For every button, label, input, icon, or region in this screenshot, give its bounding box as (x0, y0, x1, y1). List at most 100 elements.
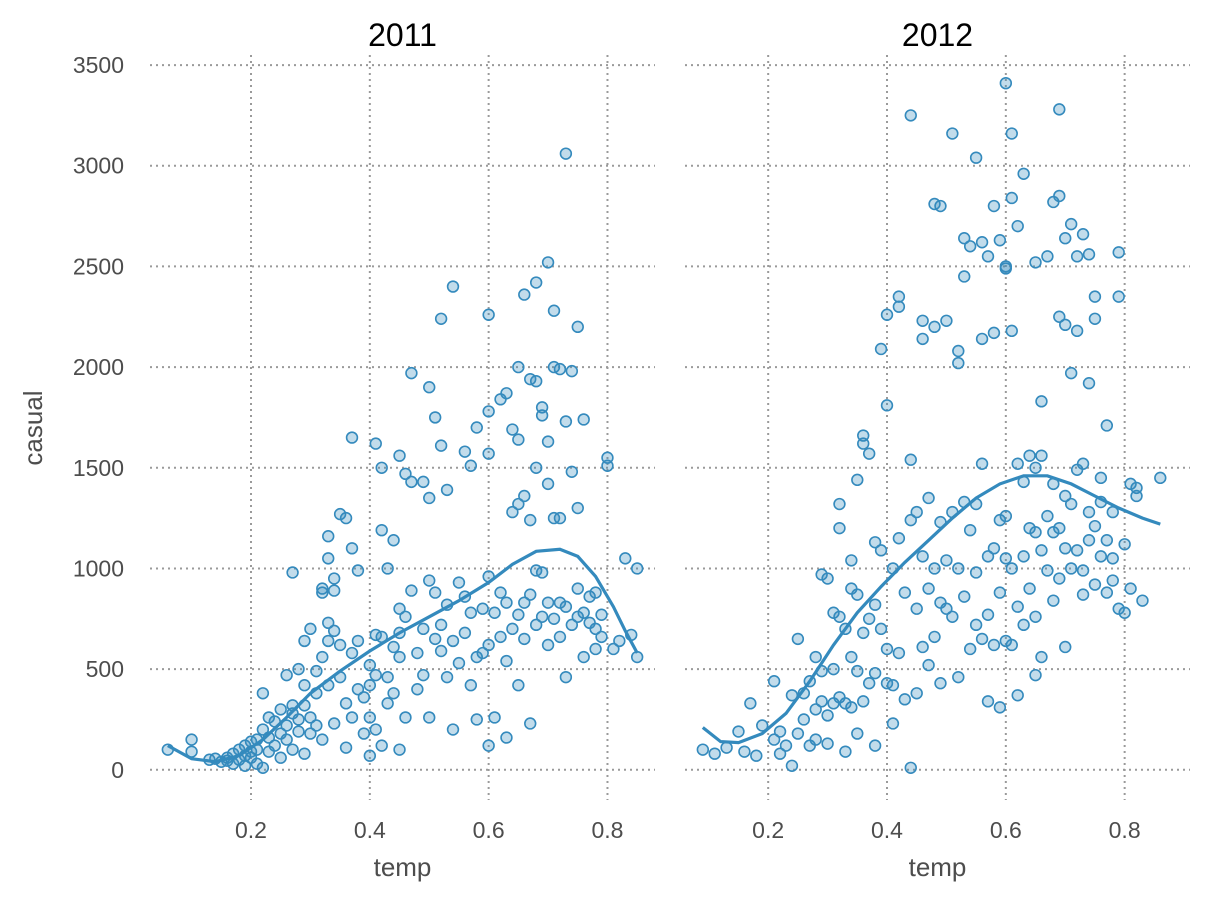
scatter-point (541, 596, 555, 609)
scatter-point (345, 711, 359, 724)
scatter-point (940, 554, 953, 567)
scatter-point (565, 618, 579, 632)
scatter-point (963, 642, 977, 656)
scatter-point (535, 409, 549, 422)
panel-title: 2012 (902, 17, 973, 53)
scatter-point (1106, 552, 1119, 565)
scatter-point (1005, 191, 1018, 205)
scatter-point (809, 650, 822, 664)
scatter-point (381, 697, 394, 710)
scatter-point (999, 552, 1013, 565)
scatter-point (981, 550, 995, 563)
scatter-point (322, 634, 335, 648)
scatter-point (898, 693, 912, 706)
scatter-point (910, 687, 923, 700)
scatter-point (327, 572, 341, 585)
scatter-point (1064, 366, 1078, 380)
scatter-point (1011, 689, 1024, 702)
scatter-point (821, 709, 834, 722)
scatter-point (862, 447, 876, 460)
scatter-point (1017, 618, 1030, 632)
scatter-point (339, 741, 353, 754)
scatter-point (506, 423, 519, 436)
scatter-point (987, 638, 1001, 652)
scatter-point (512, 433, 525, 446)
panel-2011: 2011 0 500 1000 1500 2000 2500 3000 3500 0.2 0.4 0.… (73, 17, 655, 882)
scatter-point (1106, 574, 1119, 587)
scatter-point (1035, 650, 1048, 664)
scatter-point (720, 741, 733, 754)
scatter-point (399, 711, 412, 724)
scatter-point (577, 606, 590, 619)
x-axis-title: temp (374, 852, 432, 882)
scatter-point (993, 586, 1007, 599)
scatter-point (535, 566, 549, 579)
scatter-point (696, 743, 710, 756)
scatter-point (1029, 461, 1042, 474)
y-tick-label: 2000 (73, 354, 124, 380)
scatter-point (1100, 534, 1114, 547)
scatter-point (589, 586, 602, 599)
scatter-point (482, 308, 495, 321)
scatter-point (868, 598, 882, 611)
scatter-point (1100, 419, 1114, 432)
scatter-point (1100, 586, 1114, 599)
scatter-point (874, 622, 888, 636)
scatter-point (756, 719, 769, 732)
scatter-point (500, 731, 513, 744)
scatter-point (922, 491, 935, 505)
scatter-point (524, 513, 537, 527)
x-tick-label: 0.4 (871, 817, 903, 843)
scatter-point (886, 679, 900, 692)
scatter-point (1112, 246, 1125, 259)
scatter-point (1029, 610, 1042, 623)
scatter-point (440, 483, 454, 497)
x-tick-label: 0.8 (1109, 817, 1141, 843)
scatter-point (1059, 489, 1072, 503)
scatter-point (892, 300, 906, 313)
scatter-point (1154, 471, 1167, 485)
scatter-point (553, 362, 567, 376)
scatter-point (512, 679, 525, 692)
scatter-point (512, 497, 525, 511)
scatter-point (1076, 564, 1090, 577)
scatter-point (940, 314, 953, 327)
scatter-point (862, 612, 876, 625)
scatter-point (1088, 519, 1102, 533)
scatter-point (589, 642, 602, 656)
scatter-point (589, 622, 602, 636)
scatter-point (839, 745, 852, 758)
scatter-point (613, 634, 626, 648)
scatter-point (387, 534, 400, 547)
scatter-point (1011, 219, 1024, 233)
scatter-point (999, 260, 1013, 273)
scatter-point (500, 596, 513, 609)
scatter-point (987, 542, 1001, 555)
scatter-point (910, 602, 923, 615)
scatter-point (1059, 542, 1072, 555)
scatter-point (399, 467, 412, 481)
scatter-point (452, 576, 466, 589)
scatter-point (488, 606, 501, 619)
scatter-point (363, 749, 377, 762)
scatter-point (975, 332, 989, 346)
scatter-point (298, 747, 311, 760)
scatter-point (969, 151, 983, 164)
scatter-point (1094, 471, 1108, 485)
scatter-point (529, 618, 543, 632)
scatter-point (958, 590, 971, 603)
scatter-point (815, 695, 828, 708)
scatter-point (280, 719, 293, 732)
scatter-point (363, 711, 377, 724)
scatter-point (529, 461, 543, 474)
scatter-point (892, 646, 906, 660)
scatter-point (268, 739, 281, 752)
scatter-point (393, 743, 406, 756)
scatter-point (446, 634, 460, 648)
scatter-point (987, 326, 1001, 340)
scatter-point (327, 624, 341, 638)
scatter-point (512, 360, 525, 374)
scatter-point (387, 640, 400, 654)
x-tick-label: 0.4 (354, 817, 386, 843)
scatter-point (470, 421, 483, 434)
